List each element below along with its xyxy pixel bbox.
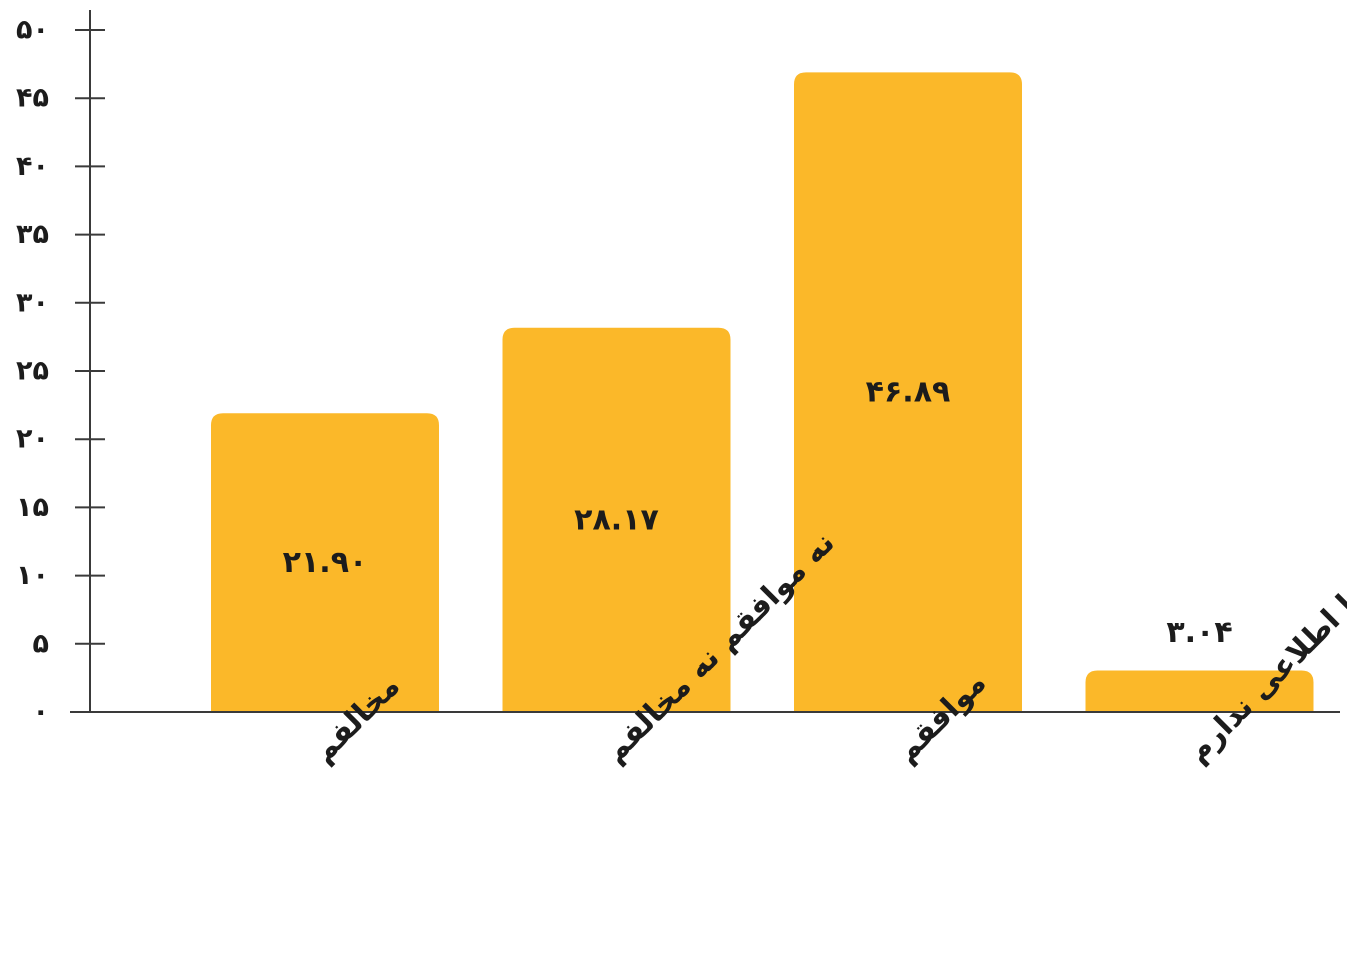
data-label: ۲۸.۱۷ — [574, 502, 659, 537]
bar — [211, 413, 439, 712]
y-tick-label: ۵ — [33, 628, 49, 659]
y-tick-label: ۳۰ — [16, 287, 49, 318]
y-tick-label: ۵۰ — [16, 15, 49, 46]
y-tick-label: ۰ — [33, 697, 49, 728]
y-tick-label: ۴۰ — [16, 151, 49, 182]
y-tick-label: ۲۰ — [16, 424, 49, 455]
y-tick-label: ۱۵ — [16, 492, 49, 523]
data-label: ۴۶.۸۹ — [866, 375, 951, 410]
data-labels-group: ۲۱.۹۰ ۲۸.۱۷ ۴۶.۸۹ ۳.۰۴ — [283, 375, 1233, 650]
bar — [794, 72, 1022, 712]
y-tick-label: ۱۰ — [16, 560, 49, 591]
y-tick-label: ۲۵ — [16, 356, 49, 387]
data-label: ۳.۰۴ — [1166, 615, 1232, 650]
y-axis-ticks: ۰ ۵ ۱۰ ۱۵ ۲۰ ۲۵ ۳۰ ۳۵ ۴۰ ۴۵ ۵۰ — [16, 15, 105, 728]
bars-group — [211, 72, 1314, 712]
data-label: ۲۱.۹۰ — [283, 545, 368, 580]
y-tick-label: ۴۵ — [16, 83, 49, 114]
bar — [502, 327, 731, 712]
y-tick-label: ۳۵ — [16, 219, 49, 250]
bar — [1085, 670, 1314, 712]
